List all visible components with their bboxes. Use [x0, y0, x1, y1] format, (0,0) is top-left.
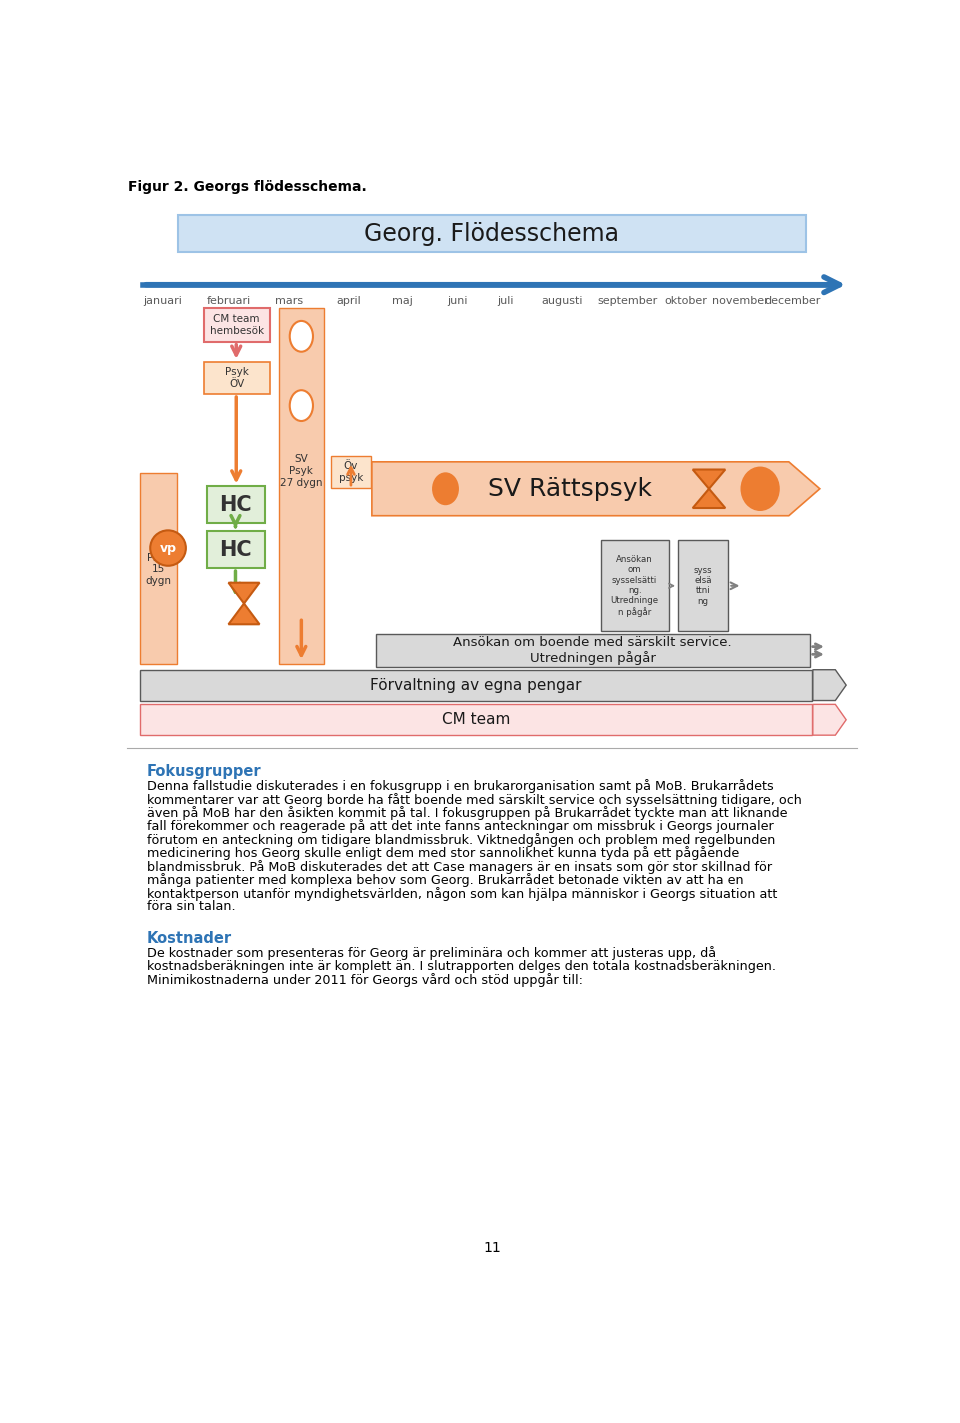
FancyBboxPatch shape: [179, 215, 805, 252]
Text: vp: vp: [159, 542, 177, 555]
Polygon shape: [228, 603, 259, 625]
Text: Öv
psyk: Öv psyk: [339, 461, 363, 482]
Text: Minimikostnaderna under 2011 för Georgs vård och stöd uppgår till:: Minimikostnaderna under 2011 för Georgs …: [147, 973, 583, 988]
Text: Förvaltning av egna pengar: Förvaltning av egna pengar: [371, 677, 582, 693]
Text: augusti: augusti: [541, 296, 583, 306]
FancyBboxPatch shape: [278, 307, 324, 663]
FancyBboxPatch shape: [601, 541, 669, 632]
FancyBboxPatch shape: [375, 635, 809, 666]
Polygon shape: [813, 670, 846, 700]
Text: Kostnader: Kostnader: [147, 931, 232, 946]
Polygon shape: [693, 488, 725, 508]
Text: även på MoB har den åsikten kommit på tal. I fokusgruppen på Brukarrådet tyckte : även på MoB har den åsikten kommit på ta…: [147, 805, 787, 820]
Text: De kostnader som presenteras för Georg är preliminära och kommer att justeras up: De kostnader som presenteras för Georg ä…: [147, 946, 716, 961]
Polygon shape: [372, 462, 820, 515]
Text: kostnadsberäkningen inte är komplett än. I slutrapporten delges den totala kostn: kostnadsberäkningen inte är komplett än.…: [147, 959, 776, 973]
Text: kontaktperson utanför myndighetsvärlden, någon som kan hjälpa människor i Georgs: kontaktperson utanför myndighetsvärlden,…: [147, 887, 778, 901]
Ellipse shape: [150, 531, 186, 566]
Text: Psyk
ÖV: Psyk ÖV: [225, 367, 249, 388]
Text: fall förekommer och reagerade på att det inte fanns anteckningar om missbruk i G: fall förekommer och reagerade på att det…: [147, 820, 774, 834]
Text: CM team
hembesök: CM team hembesök: [209, 314, 264, 336]
Text: mars: mars: [275, 296, 303, 306]
FancyBboxPatch shape: [140, 472, 178, 663]
Text: CM team: CM team: [442, 713, 511, 727]
Text: februari: februari: [206, 296, 251, 306]
Text: SV
Psyk
15
dygn: SV Psyk 15 dygn: [146, 541, 172, 586]
Text: Fokusgrupper: Fokusgrupper: [147, 764, 262, 778]
Text: medicinering hos Georg skulle enligt dem med stor sannolikhet kunna tyda på ett : medicinering hos Georg skulle enligt dem…: [147, 847, 739, 861]
Text: april: april: [336, 296, 361, 306]
Text: Figur 2. Georgs flödesschema.: Figur 2. Georgs flödesschema.: [128, 179, 367, 194]
Text: syss
elsä
ttni
ng: syss elsä ttni ng: [694, 566, 712, 606]
FancyBboxPatch shape: [140, 670, 812, 700]
FancyBboxPatch shape: [206, 487, 265, 524]
Text: kommentarer var att Georg borde ha fått boende med särskilt service och sysselsä: kommentarer var att Georg borde ha fått …: [147, 793, 802, 807]
Text: Georg. Flödesschema: Georg. Flödesschema: [365, 222, 619, 246]
Text: Ansökan
om
sysselsätti
ng.
Utredninge
n pågår: Ansökan om sysselsätti ng. Utredninge n …: [611, 555, 659, 616]
Text: HC: HC: [220, 539, 252, 559]
Text: november: november: [711, 296, 768, 306]
Text: blandmissbruk. På MoB diskuterades det att Case managers är en insats som gör st: blandmissbruk. På MoB diskuterades det a…: [147, 859, 772, 874]
FancyBboxPatch shape: [204, 307, 270, 342]
Ellipse shape: [741, 468, 779, 509]
Text: oktober: oktober: [664, 296, 708, 306]
Text: maj: maj: [393, 296, 414, 306]
Text: 11: 11: [483, 1241, 501, 1255]
Text: många patienter med komplexa behov som Georg. Brukarrådet betonade vikten av att: många patienter med komplexa behov som G…: [147, 874, 744, 888]
Text: juni: juni: [446, 296, 468, 306]
Text: föra sin talan.: föra sin talan.: [147, 901, 236, 914]
Text: september: september: [597, 296, 658, 306]
Ellipse shape: [290, 322, 313, 351]
Text: december: december: [764, 296, 821, 306]
Polygon shape: [693, 470, 725, 488]
Ellipse shape: [290, 390, 313, 421]
Text: Ansökan om boende med särskilt service.
Utredningen pågår: Ansökan om boende med särskilt service. …: [453, 636, 732, 665]
Ellipse shape: [433, 474, 458, 504]
FancyBboxPatch shape: [204, 361, 270, 394]
FancyBboxPatch shape: [206, 531, 265, 568]
FancyBboxPatch shape: [331, 455, 372, 488]
FancyBboxPatch shape: [678, 541, 729, 632]
Polygon shape: [228, 582, 259, 603]
Text: Denna fallstudie diskuterades i en fokusgrupp i en brukarorganisation samt på Mo: Denna fallstudie diskuterades i en fokus…: [147, 778, 774, 793]
Text: SV Rättspsyk: SV Rättspsyk: [488, 477, 652, 501]
Polygon shape: [813, 704, 846, 736]
Text: HC: HC: [220, 495, 252, 515]
Text: SV
Psyk
27 dygn: SV Psyk 27 dygn: [280, 454, 323, 488]
Text: juli: juli: [497, 296, 515, 306]
Text: januari: januari: [143, 296, 182, 306]
FancyBboxPatch shape: [140, 704, 812, 736]
Text: förutom en anteckning om tidigare blandmissbruk. Viktnedgången och problem med r: förutom en anteckning om tidigare blandm…: [147, 832, 776, 847]
